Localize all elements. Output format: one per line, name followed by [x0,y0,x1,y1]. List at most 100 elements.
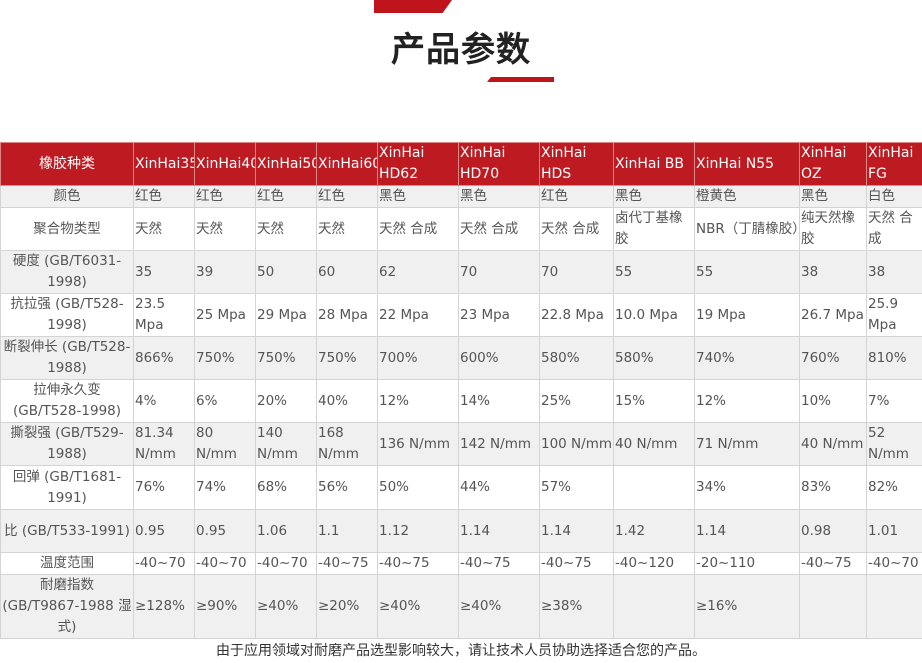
row-label: 颜色 [0,185,134,208]
table-cell: ≥128% [133,574,195,639]
table-cell: 天然 合成 [377,207,459,251]
row-label: 拉伸永久变 (GB/T528-1998) [0,379,134,423]
table-row: 聚合物类型 天然 天然 天然 天然 天然 合成 天然 合成 天然 合成 卤代丁基橡胶 NBR（丁腈… [0,207,922,251]
table-cell: 70 [458,250,540,294]
table-cell: 50 [255,250,317,294]
decor-bar-bottom [487,77,554,82]
table-cell: 750% [255,336,317,380]
table-cell: 卤代丁基橡胶 [613,207,695,251]
table-cell: -40~70 [866,552,922,575]
table-cell: -20~110 [694,552,800,575]
table-cell: 10% [799,379,867,423]
table-cell: 38 [866,250,922,294]
header-cell-product: XinHai35 [133,142,195,186]
table-cell: -40~75 [377,552,459,575]
table-cell: 12% [377,379,459,423]
table-cell: 83% [799,465,867,510]
table-cell: 天然 [194,207,256,251]
row-label: 硬度 (GB/T6031-1998) [0,250,134,294]
table-cell [866,574,922,639]
table-cell: 70 [539,250,614,294]
table-header-row: 橡胶种类 XinHai35 XinHai40 XinHai50 XinHai60 XinH… [0,142,922,186]
table-cell: ≥40% [377,574,459,639]
table-cell: 35 [133,250,195,294]
table-cell [613,574,695,639]
table-cell: ≥20% [316,574,378,639]
table-row: 回弹 (GB/T1681-1991) 76% 74% 68% 56% 50% 44% 57% 3… [0,465,922,510]
table-cell: 19 Mpa [694,293,800,337]
table-cell: 黑色 [458,185,540,208]
table-cell: 580% [539,336,614,380]
table-cell: 81.34 N/mm [133,422,195,466]
table-cell: 1.06 [255,509,317,553]
table-cell: -40~75 [458,552,540,575]
table-cell: 黑色 [799,185,867,208]
table-cell: 29 Mpa [255,293,317,337]
table-cell: 750% [194,336,256,380]
header-cell-product: XinHai HDS [539,142,614,186]
table-cell: 红色 [539,185,614,208]
header-cell-product: XinHai60 [316,142,378,186]
table-cell: 天然 合成 [866,207,922,251]
table-cell: 红色 [255,185,317,208]
table-row: 比 (GB/T533-1991) 0.95 0.95 1.06 1.1 1.12 1.14 1… [0,509,922,553]
table-cell: 0.95 [194,509,256,553]
table-cell: 55 [613,250,695,294]
table-cell: 1.1 [316,509,378,553]
table-cell: 40 N/mm [799,422,867,466]
table-cell: -40~70 [133,552,195,575]
row-label: 聚合物类型 [0,207,134,251]
table-cell: 600% [458,336,540,380]
table-cell: 44% [458,465,540,510]
table-cell [613,465,695,510]
table-cell: 1.14 [539,509,614,553]
table-cell: 40% [316,379,378,423]
row-label: 撕裂强 (GB/T529-1988) [0,422,134,466]
table-cell: 25% [539,379,614,423]
table-cell: 52 N/mm [866,422,922,466]
table-row: 硬度 (GB/T6031-1998) 35 39 50 60 62 70 70 55 55 38 38 [0,250,922,294]
table-cell: 红色 [316,185,378,208]
table-cell: 26.7 Mpa [799,293,867,337]
table-cell: 10.0 Mpa [613,293,695,337]
table-cell: 74% [194,465,256,510]
table-cell: 天然 [316,207,378,251]
table-cell: 白色 [866,185,922,208]
table-cell: 22 Mpa [377,293,459,337]
table-cell: 1.01 [866,509,922,553]
table-cell: 140 N/mm [255,422,317,466]
product-parameters-table: 橡胶种类 XinHai35 XinHai40 XinHai50 XinHai60 XinH… [0,142,922,639]
table-cell: 15% [613,379,695,423]
table-cell: 天然 合成 [539,207,614,251]
row-label: 回弹 (GB/T1681-1991) [0,465,134,510]
table-cell: 1.14 [694,509,800,553]
table-cell [799,574,867,639]
table-cell: ≥40% [458,574,540,639]
table-cell: 黑色 [377,185,459,208]
table-cell: 39 [194,250,256,294]
decor-bar-top [374,0,452,13]
table-cell: 866% [133,336,195,380]
row-label: 比 (GB/T533-1991) [0,509,134,553]
table-cell: 0.98 [799,509,867,553]
table-row: 撕裂强 (GB/T529-1988) 81.34 N/mm 80 N/mm 140 N… [0,422,922,466]
table-cell: 14% [458,379,540,423]
table-cell: 760% [799,336,867,380]
table-cell: 红色 [133,185,195,208]
table-cell: 天然 [255,207,317,251]
table-cell: 57% [539,465,614,510]
table-cell: 23 Mpa [458,293,540,337]
header-cell-label: 橡胶种类 [0,142,134,186]
table-cell: 56% [316,465,378,510]
table-cell: 23.5 Mpa [133,293,195,337]
table-cell: 4% [133,379,195,423]
row-label: 抗拉强 (GB/T528-1998) [0,293,134,337]
table-cell: 76% [133,465,195,510]
row-label: 断裂伸长 (GB/T528-1988) [0,336,134,380]
table-cell: ≥40% [255,574,317,639]
table-cell: 天然 合成 [458,207,540,251]
table-cell: 28 Mpa [316,293,378,337]
footer-note: 由于应用领域对耐磨产品选型影响较大，请让技术人员协助选择适合您的产品。 [216,643,706,659]
row-label: 温度范围 [0,552,134,575]
table-row: 断裂伸长 (GB/T528-1988) 866% 750% 750% 750% 700% 6… [0,336,922,380]
